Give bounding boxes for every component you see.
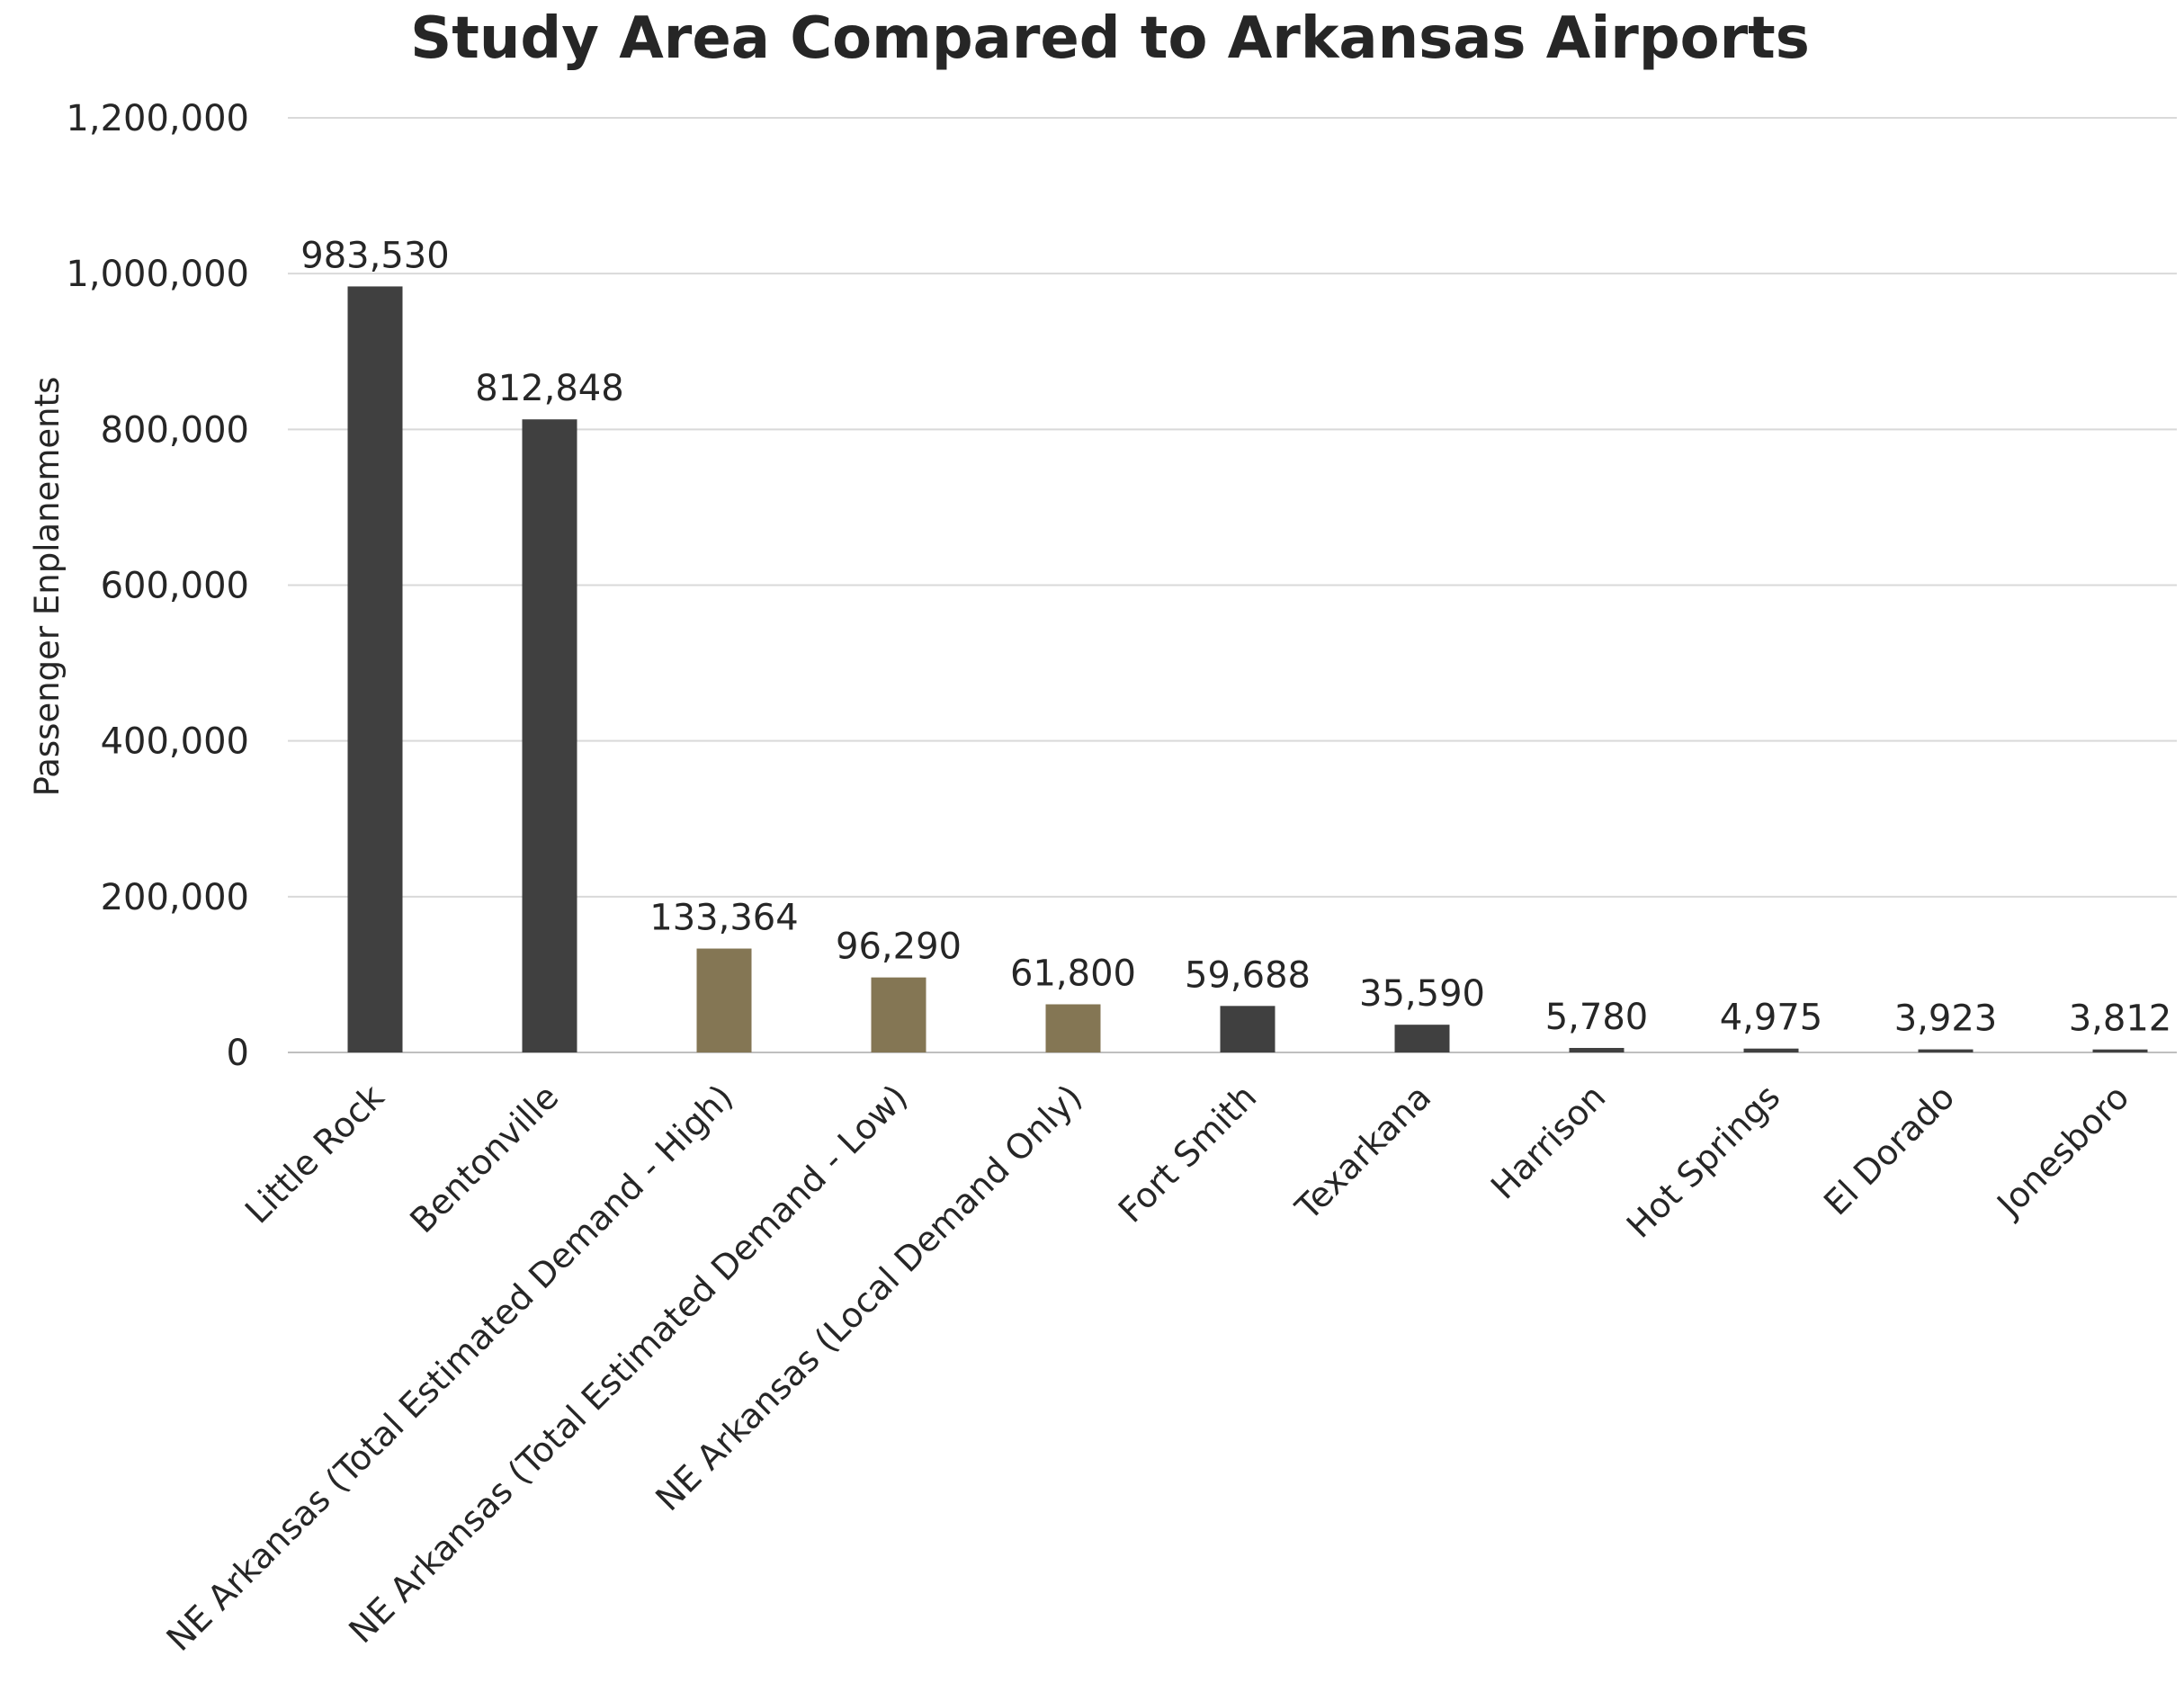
data-label: 59,688 [1185,954,1311,996]
x-tick-label: Harrison [1483,1077,1613,1206]
data-label: 61,800 [1010,953,1136,994]
y-axis-ticks: 0 200,000 400,000 600,000 800,000 1,000,000 1,… [66,98,249,1074]
bars [347,286,2148,1052]
data-label: 35,590 [1359,973,1485,1015]
data-label: 96,290 [836,927,962,968]
bar [522,419,577,1052]
chart-title: Study Area Compared to Arkansas Airports [410,5,1810,72]
bar [871,977,926,1052]
y-tick-label: 400,000 [101,721,249,763]
data-label: 4,975 [1720,998,1823,1039]
x-tick-label: Hot Springs [1619,1077,1788,1246]
data-label: 5,780 [1545,997,1649,1038]
gridlines [288,117,2177,1053]
data-label: 133,364 [649,898,798,939]
x-tick-label: Fort Smith [1111,1077,1264,1230]
y-tick-label: 800,000 [101,409,249,451]
data-labels: 983,530 812,848 133,364 96,290 61,800 59,688 3… [300,235,2171,1039]
data-label: 983,530 [300,235,449,276]
x-tick-label: Texarkana [1287,1077,1438,1228]
y-tick-label: 1,000,000 [66,254,249,295]
y-axis-title: Passenger Enplanements [28,377,67,797]
x-tick-label: El Dorado [1816,1077,1962,1222]
bar [2092,1049,2148,1052]
bar [1220,1006,1275,1052]
y-tick-label: 1,200,000 [66,98,249,139]
bar [1743,1048,1799,1052]
data-label: 3,923 [1894,998,1998,1040]
data-label: 3,812 [2069,998,2172,1040]
y-tick-label: 0 [227,1033,249,1074]
bar [1918,1049,1974,1052]
bar [1045,1004,1101,1052]
x-tick-label: Little Rock [237,1077,391,1231]
x-tick-label: Jonesboro [1989,1077,2137,1225]
y-tick-label: 600,000 [101,566,249,607]
x-tick-label: Bentonville [402,1077,566,1240]
bar [696,948,752,1052]
y-tick-label: 200,000 [101,877,249,918]
bar [1569,1047,1625,1052]
bar [1394,1025,1450,1052]
data-label: 812,848 [475,368,623,409]
bar [347,286,403,1052]
